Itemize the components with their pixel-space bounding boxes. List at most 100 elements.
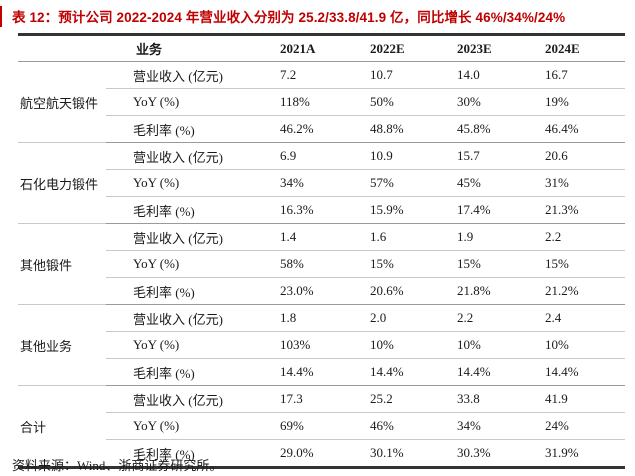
- value-cell: 23.0%: [280, 283, 314, 298]
- value-cell: 1.6: [370, 223, 458, 251]
- value-cell: 31.9%: [545, 445, 579, 460]
- table-group: 航空航天锻件 营业收入 (亿元) 7.2 10.7 14.0 16.7 YoY (%) 118…: [18, 61, 626, 143]
- col-header-2023e: 2023E: [457, 34, 546, 62]
- value-cell: 20.6: [545, 142, 626, 170]
- table-row: YoY (%) 69% 46% 34% 24%: [18, 412, 626, 440]
- table-group: 其他锻件 营业收入 (亿元) 1.4 1.6 1.9 2.2 YoY (%) 58% 15% 15…: [18, 223, 626, 305]
- value-cell: 6.9: [280, 142, 371, 170]
- value-cell: 58%: [280, 250, 371, 278]
- metric-label: 营业收入 (亿元): [106, 142, 281, 170]
- group-label: 航空航天锻件: [18, 61, 106, 143]
- value-cell: 25.2: [370, 385, 458, 413]
- value-cell: 10%: [370, 331, 458, 359]
- metric-label: 毛利率 (%): [133, 203, 195, 219]
- group-label: 其他锻件: [18, 223, 106, 305]
- group-label: 石化电力锻件: [18, 142, 106, 224]
- value-cell: 118%: [280, 88, 371, 116]
- value-cell: 10%: [545, 331, 626, 359]
- value-cell: 15.7: [457, 142, 546, 170]
- metric-label: 毛利率 (%): [133, 122, 195, 138]
- col-header-2024e: 2024E: [545, 34, 626, 62]
- value-cell: 20.6%: [370, 283, 404, 298]
- metric-label: 营业收入 (亿元): [106, 385, 281, 413]
- value-cell: 48.8%: [370, 121, 404, 136]
- metric-label: YoY (%): [106, 412, 281, 440]
- value-cell: 21.8%: [457, 283, 491, 298]
- col-header-business: 业务: [18, 34, 281, 62]
- table-caption: 表 12：预计公司 2022-2024 年营业收入分别为 25.2/33.8/4…: [12, 10, 566, 25]
- value-cell: 46%: [370, 412, 458, 440]
- table-group: 合计 营业收入 (亿元) 17.3 25.2 33.8 41.9 YoY (%) 69% 46%…: [18, 385, 626, 468]
- value-cell: 1.4: [280, 223, 371, 251]
- table-row: 石化电力锻件 营业收入 (亿元) 6.9 10.9 15.7 20.6: [18, 142, 626, 224]
- value-cell: 41.9: [545, 385, 626, 413]
- table-row: 毛利率 (%) 23.0% 20.6% 21.8% 21.2%: [18, 278, 625, 305]
- table-row: 毛利率 (%) 46.2% 48.8% 45.8% 46.4%: [18, 116, 625, 143]
- table-row: 毛利率 (%) 29.0% 30.1% 30.3% 31.9%: [18, 440, 625, 468]
- caption-accent-bar: [0, 6, 2, 27]
- value-cell: 17.3: [280, 385, 371, 413]
- value-cell: 30.3%: [457, 445, 491, 460]
- value-cell: 1.9: [457, 223, 546, 251]
- source-note: 资料来源：Wind、浙商证券研究所。: [12, 458, 223, 473]
- value-cell: 30%: [457, 88, 546, 116]
- value-cell: 16.7: [545, 61, 626, 89]
- header-row: 业务 2021A 2022E 2023E 2024E: [18, 34, 626, 62]
- table-row: 航空航天锻件 营业收入 (亿元) 7.2 10.7 14.0 16.7: [18, 61, 626, 143]
- value-cell: 14.0: [457, 61, 546, 89]
- value-cell: 34%: [280, 169, 371, 197]
- table-row: YoY (%) 34% 57% 45% 31%: [18, 169, 626, 197]
- col-header-2022e: 2022E: [370, 34, 458, 62]
- value-cell: 14.4%: [457, 364, 491, 379]
- group-label: 合计: [18, 385, 106, 468]
- metric-label: 营业收入 (亿元): [106, 304, 281, 332]
- metric-label: 营业收入 (亿元): [106, 61, 281, 89]
- value-cell: 33.8: [457, 385, 546, 413]
- value-cell: 24%: [545, 412, 626, 440]
- value-cell: 16.3%: [280, 202, 314, 217]
- table-row: 其他业务 营业收入 (亿元) 1.8 2.0 2.2 2.4: [18, 304, 626, 386]
- value-cell: 19%: [545, 88, 626, 116]
- value-cell: 46.2%: [280, 121, 314, 136]
- value-cell: 31%: [545, 169, 626, 197]
- table-row: YoY (%) 118% 50% 30% 19%: [18, 88, 626, 116]
- value-cell: 30.1%: [370, 445, 404, 460]
- metric-label: YoY (%): [106, 88, 281, 116]
- value-cell: 14.4%: [545, 364, 579, 379]
- value-cell: 15.9%: [370, 202, 404, 217]
- table-row: YoY (%) 58% 15% 15% 15%: [18, 250, 626, 278]
- value-cell: 17.4%: [457, 202, 491, 217]
- value-cell: 1.8: [280, 304, 371, 332]
- value-cell: 10%: [457, 331, 546, 359]
- table-row: 毛利率 (%) 16.3% 15.9% 17.4% 21.3%: [18, 197, 625, 224]
- metric-label: YoY (%): [106, 331, 281, 359]
- value-cell: 7.2: [280, 61, 371, 89]
- value-cell: 45%: [457, 169, 546, 197]
- value-cell: 15%: [545, 250, 626, 278]
- value-cell: 2.4: [545, 304, 626, 332]
- value-cell: 103%: [280, 331, 371, 359]
- table-header: 业务 2021A 2022E 2023E 2024E: [18, 34, 626, 62]
- table-row: 毛利率 (%) 14.4% 14.4% 14.4% 14.4%: [18, 359, 625, 386]
- col-header-2021a: 2021A: [280, 34, 371, 62]
- value-cell: 69%: [280, 412, 371, 440]
- value-cell: 46.4%: [545, 121, 579, 136]
- value-cell: 21.3%: [545, 202, 579, 217]
- value-cell: 10.7: [370, 61, 458, 89]
- value-cell: 57%: [370, 169, 458, 197]
- value-cell: 50%: [370, 88, 458, 116]
- table-group: 石化电力锻件 营业收入 (亿元) 6.9 10.9 15.7 20.6 YoY (%) 34%…: [18, 142, 626, 224]
- value-cell: 2.2: [545, 223, 626, 251]
- metric-label: 营业收入 (亿元): [106, 223, 281, 251]
- table-row: 合计 营业收入 (亿元) 17.3 25.2 33.8 41.9: [18, 385, 626, 468]
- metric-label: YoY (%): [106, 169, 281, 197]
- value-cell: 14.4%: [280, 364, 314, 379]
- value-cell: 15%: [370, 250, 458, 278]
- metric-label: 毛利率 (%): [133, 365, 195, 381]
- value-cell: 2.0: [370, 304, 458, 332]
- value-cell: 14.4%: [370, 364, 404, 379]
- value-cell: 45.8%: [457, 121, 491, 136]
- metric-label: 毛利率 (%): [133, 446, 195, 462]
- table-group: 其他业务 营业收入 (亿元) 1.8 2.0 2.2 2.4 YoY (%) 103% 10% 1…: [18, 304, 626, 386]
